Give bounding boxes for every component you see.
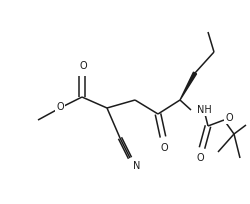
Polygon shape — [180, 72, 196, 100]
Text: O: O — [79, 61, 87, 71]
Text: O: O — [56, 102, 64, 112]
Text: O: O — [160, 143, 168, 153]
Text: O: O — [196, 153, 204, 163]
Text: N: N — [133, 161, 140, 171]
Text: NH: NH — [197, 105, 212, 115]
Text: O: O — [225, 113, 232, 123]
